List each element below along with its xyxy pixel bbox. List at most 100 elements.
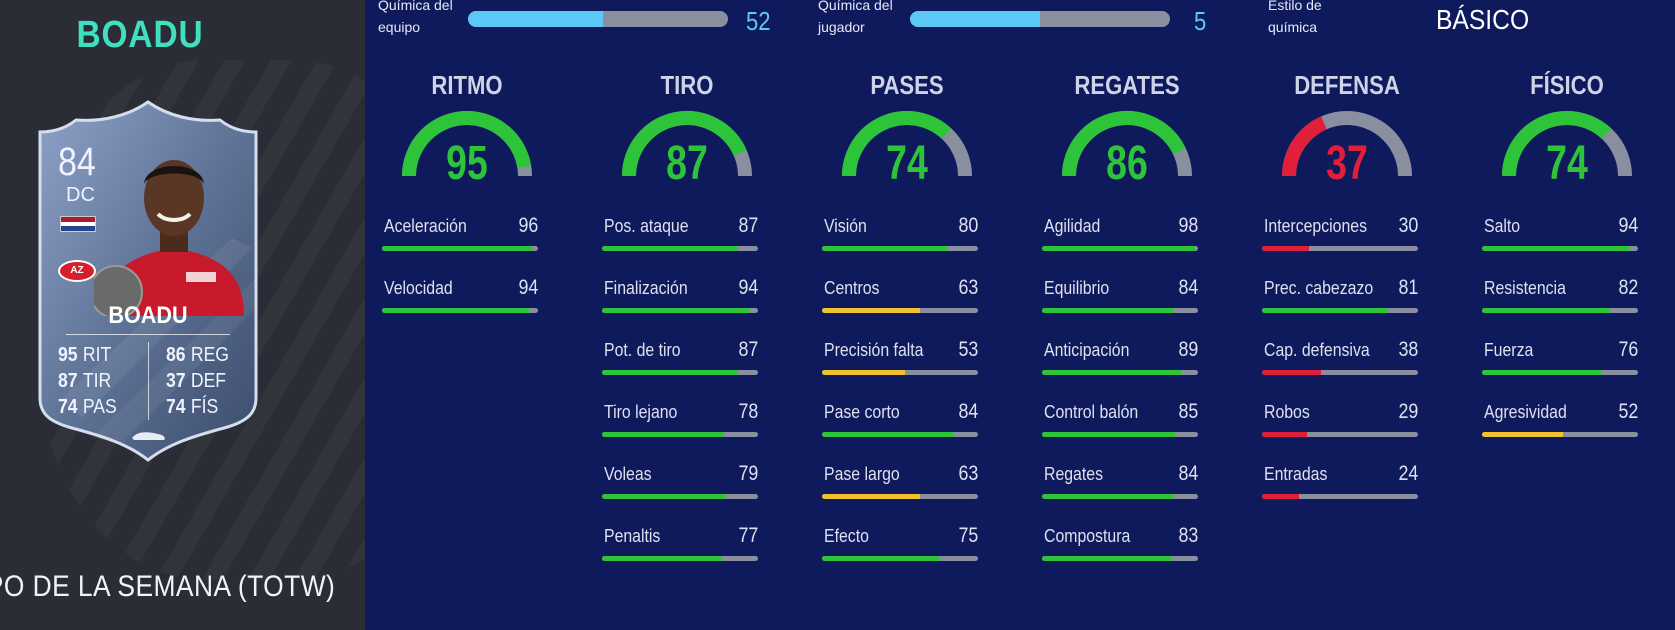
attribute-row: Centros 63 — [822, 276, 982, 318]
attribute-name: Visión — [824, 216, 867, 236]
card-stat-fis: 74 FÍS — [166, 396, 219, 418]
gauge-fill — [842, 111, 952, 177]
attribute-value: 96 — [518, 214, 538, 237]
attribute-name: Anticipación — [1044, 340, 1130, 360]
attribute-name: Compostura — [1044, 526, 1131, 546]
attribute-bar-fill — [1042, 308, 1174, 313]
attribute-bar — [1262, 494, 1418, 499]
attribute-bar — [1482, 432, 1638, 437]
attribute-value: 75 — [958, 524, 978, 547]
category-title: TIRO — [660, 70, 714, 100]
category-value: 37 — [1326, 137, 1368, 190]
attribute-name: Regates — [1044, 464, 1104, 484]
attribute-row: Finalización 94 — [602, 276, 762, 318]
attribute-bar — [1042, 432, 1198, 437]
attribute-value: 94 — [738, 276, 758, 299]
attribute-bar-fill — [602, 246, 738, 251]
attribute-row: Pot. de tiro 87 — [602, 338, 762, 380]
attribute-row: Control balón 85 — [1042, 400, 1202, 442]
attribute-value: 77 — [738, 524, 758, 547]
club-badge-icon: AZ — [58, 260, 96, 282]
gauge-arc — [1502, 111, 1632, 177]
card-stat-tir: 87 TIR — [58, 370, 112, 392]
category-value: 86 — [1106, 137, 1148, 190]
attribute-name: Pos. ataque — [604, 216, 689, 236]
card-divider-vertical — [148, 342, 149, 420]
attribute-bar — [1042, 370, 1198, 375]
attribute-row: Resistencia 82 — [1482, 276, 1642, 318]
gauge-arc — [622, 111, 752, 177]
attribute-bar — [1482, 308, 1638, 313]
attribute-name: Salto — [1484, 216, 1521, 236]
category-title: RITMO — [431, 70, 503, 100]
attribute-bar — [1482, 246, 1638, 251]
category-gauge: 74 — [822, 106, 992, 190]
category-value: 87 — [666, 137, 708, 190]
attribute-row: Equilibrio 84 — [1042, 276, 1202, 318]
category-tiro: TIRO 87 Pos. ataque 87 Finalización 94 Pot. de… — [602, 70, 772, 561]
card-stat-rit: 95 RIT — [58, 344, 112, 366]
attribute-value: 83 — [1178, 524, 1198, 547]
attribute-bar — [1042, 246, 1198, 251]
attribute-value: 87 — [738, 214, 758, 237]
attribute-bar-fill — [1482, 308, 1610, 313]
attribute-bar-fill — [602, 370, 738, 375]
attribute-bar-fill — [1042, 370, 1181, 375]
attribute-bar-fill — [1482, 432, 1564, 437]
attribute-row: Visión 80 — [822, 214, 982, 256]
attribute-bar — [822, 370, 978, 375]
attribute-row: Agresividad 52 — [1482, 400, 1642, 442]
attribute-bar — [602, 432, 758, 437]
attribute-value: 52 — [1618, 400, 1638, 423]
attribute-bar-fill — [822, 308, 921, 313]
attribute-bar-fill — [1482, 370, 1601, 375]
attribute-value: 80 — [958, 214, 978, 237]
attribute-bar — [822, 308, 978, 313]
attribute-value: 84 — [1178, 462, 1198, 485]
attribute-bar-fill — [1262, 370, 1322, 375]
gauge-fill — [1282, 116, 1328, 177]
category-regates: REGATES 86 Agilidad 98 Equilibrio 84 Anticipac… — [1042, 70, 1212, 561]
attribute-bar-fill — [822, 370, 905, 375]
player-chemistry-label: Química del jugador — [818, 0, 893, 35]
attribute-value: 85 — [1178, 400, 1198, 423]
attribute-name: Robos — [1264, 402, 1310, 422]
team-chemistry-bar — [468, 11, 728, 27]
attribute-bar-fill — [1042, 494, 1174, 499]
attribute-bar — [1042, 308, 1198, 313]
attribute-bar — [1262, 370, 1418, 375]
attribute-row: Cap. defensiva 38 — [1262, 338, 1422, 380]
attribute-name: Aceleración — [384, 216, 467, 236]
attribute-bar-fill — [1262, 432, 1308, 437]
attribute-bar-fill — [382, 308, 529, 313]
attribute-bar — [1262, 308, 1418, 313]
attribute-row: Voleas 79 — [602, 462, 762, 504]
attribute-bar — [382, 246, 538, 251]
category-value: 95 — [446, 137, 488, 190]
category-pases: PASES 74 Visión 80 Centros 63 Precisión falta 5… — [822, 70, 992, 561]
category-title: REGATES — [1074, 70, 1180, 100]
attribute-bar-fill — [602, 556, 723, 561]
player-card[interactable]: 84 DC AZ BOADU 95 RIT 87 TIR 74 PAS 86 REG 3… — [32, 98, 264, 464]
category-title: FÍSICO — [1530, 70, 1604, 100]
card-player-name: BOADU — [108, 302, 188, 329]
netherlands-flag-icon — [60, 216, 96, 232]
card-rating: 84 — [58, 140, 96, 184]
attribute-bar-fill — [602, 308, 749, 313]
category-gauge: 37 — [1262, 106, 1432, 190]
attribute-bar-fill — [1262, 308, 1389, 313]
gauge-fill — [1502, 111, 1612, 177]
gauge-fill — [402, 111, 532, 177]
attribute-bar — [602, 308, 758, 313]
category-gauge: 86 — [1042, 106, 1212, 190]
attribute-value: 76 — [1618, 338, 1638, 361]
chemistry-style-value[interactable]: BÁSICO — [1436, 4, 1530, 35]
attribute-value: 98 — [1178, 214, 1198, 237]
player-panel: BOADU 84 DC AZ — [0, 0, 365, 630]
team-chemistry-label: Química del equipo — [378, 0, 453, 35]
attribute-row: Regates 84 — [1042, 462, 1202, 504]
attribute-bar-fill — [822, 494, 921, 499]
category-title: DEFENSA — [1294, 70, 1400, 100]
attribute-bar — [822, 494, 978, 499]
attribute-value: 84 — [958, 400, 978, 423]
